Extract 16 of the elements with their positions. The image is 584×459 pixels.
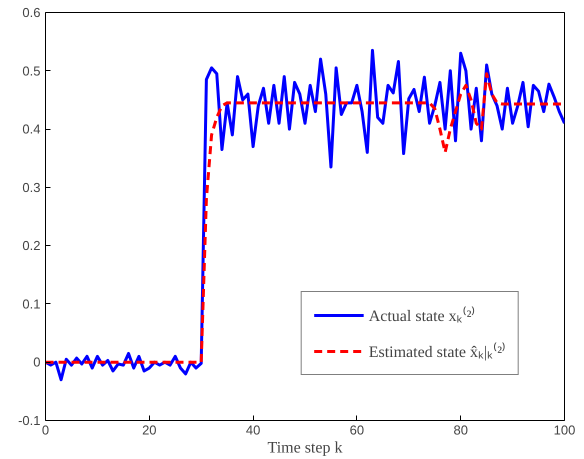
y-tick-label: 0.5 bbox=[22, 63, 41, 78]
y-tick-label: 0.4 bbox=[22, 122, 41, 137]
y-tick-label: 0.2 bbox=[22, 238, 41, 254]
x-tick-label: 100 bbox=[554, 422, 576, 438]
y-tick-label: 0.1 bbox=[22, 296, 41, 312]
x-axis-title: Time step k bbox=[268, 440, 342, 456]
legend-label: Estimated state x̂ₖ|ₖ⁽²⁾ bbox=[368, 342, 506, 362]
legend-label: Actual state xₖ⁽²⁾ bbox=[368, 306, 476, 326]
x-tick-label: 20 bbox=[142, 422, 157, 438]
y-tick-label: -0.1 bbox=[18, 413, 41, 428]
x-tick-label: 80 bbox=[453, 422, 468, 438]
y-tick-label: 0.3 bbox=[22, 180, 41, 195]
y-tick-label: 0.6 bbox=[22, 5, 41, 20]
y-tick-label: 0 bbox=[33, 354, 41, 370]
x-tick-label: 60 bbox=[350, 422, 364, 438]
x-tick-label: 40 bbox=[246, 422, 260, 438]
